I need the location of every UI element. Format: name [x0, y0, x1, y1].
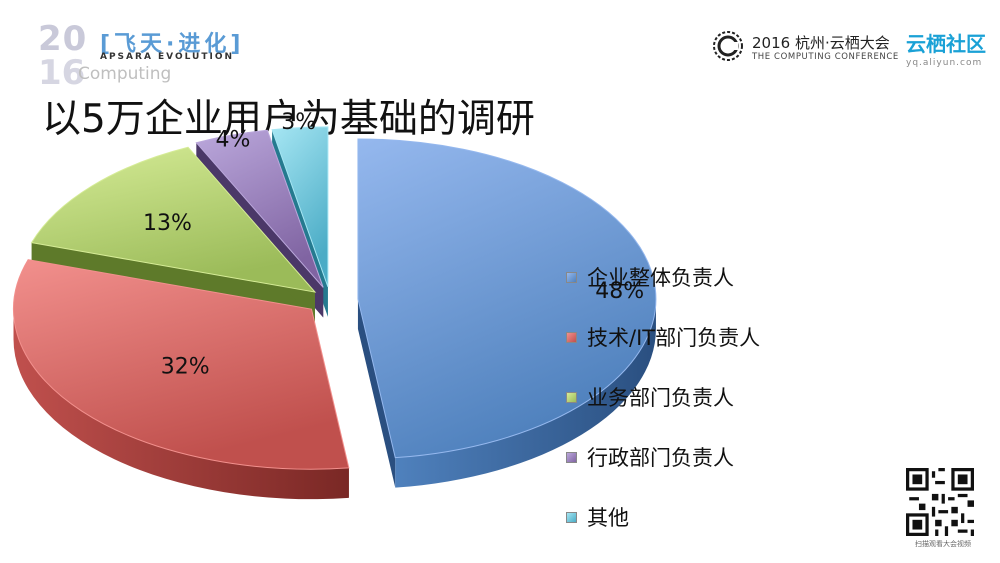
- computing-conference-icon: [713, 31, 743, 61]
- legend-swatch: [566, 392, 577, 403]
- logo-slogan-sub: APSARA EVOLUTION: [100, 52, 235, 62]
- qr-caption: 扫描观看大会视频: [915, 540, 971, 548]
- legend-label: 行政部门负责人: [587, 446, 734, 470]
- data-label: 13%: [143, 211, 192, 236]
- pie-slice-side: [395, 298, 656, 488]
- pie-slice-1: [357, 138, 657, 488]
- data-label: 48%: [595, 279, 644, 304]
- community-logo: 云栖社区 yq.aliyun.com: [906, 28, 996, 68]
- community-name: 云栖社区: [906, 32, 986, 56]
- apsara-logo: 20 16 Computing [飞天·进化] APSARA EVOLUTION: [38, 22, 268, 92]
- logo-slogan: [飞天·进化]: [100, 32, 245, 57]
- pie-slice-top: [357, 138, 657, 459]
- logo-year-top: 20: [38, 19, 88, 59]
- logo-computing-text: Computing: [78, 64, 172, 84]
- pie-slice-top: [13, 259, 350, 470]
- data-label: 4%: [216, 127, 251, 152]
- logo-year-bottom: 16: [38, 53, 86, 93]
- pie-slice-top: [271, 126, 329, 288]
- pie-slice-top: [195, 129, 324, 288]
- legend-swatch: [566, 272, 577, 283]
- pie-slice-side: [13, 309, 349, 500]
- legend-label: 技术/IT部门负责人: [587, 326, 761, 350]
- conference-subtitle: THE COMPUTING CONFERENCE: [752, 52, 899, 62]
- conference-logo: 2016 杭州·云栖大会 THE COMPUTING CONFERENCE: [712, 30, 912, 66]
- pie-slice-wall: [357, 298, 396, 488]
- legend-label: 企业整体负责人: [587, 266, 734, 290]
- data-label: 32%: [161, 354, 210, 379]
- pie-slice-2: [13, 259, 350, 500]
- legend-swatch: [566, 512, 577, 523]
- community-url: yq.aliyun.com: [906, 58, 983, 68]
- legend-label: 业务部门负责人: [587, 386, 734, 410]
- legend-swatch: [566, 332, 577, 343]
- pie-slice-top: [30, 146, 317, 293]
- data-label: 3%: [281, 110, 316, 135]
- conference-title: 2016 杭州·云栖大会: [752, 34, 890, 52]
- legend-swatch: [566, 452, 577, 463]
- qr-code-icon: [906, 468, 974, 536]
- legend-label: 其他: [587, 506, 629, 530]
